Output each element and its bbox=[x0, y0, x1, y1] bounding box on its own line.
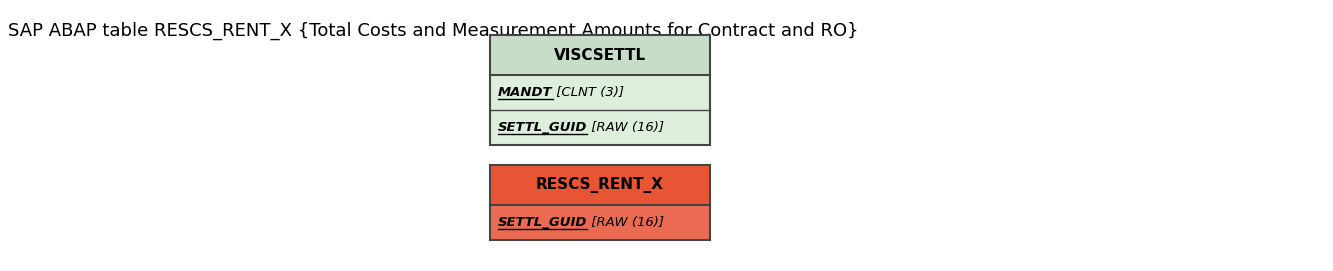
Text: MANDT: MANDT bbox=[499, 86, 552, 99]
Bar bbox=[491, 35, 710, 145]
Bar bbox=[491, 165, 710, 240]
Text: VISCSETTL: VISCSETTL bbox=[555, 47, 647, 63]
Bar bbox=[491, 35, 710, 75]
Bar bbox=[491, 110, 710, 145]
Text: [RAW (16)]: [RAW (16)] bbox=[588, 216, 664, 229]
Text: [RAW (16)]: [RAW (16)] bbox=[588, 121, 664, 134]
Bar bbox=[491, 165, 710, 205]
Text: SETTL_GUID: SETTL_GUID bbox=[499, 216, 588, 229]
Bar bbox=[491, 205, 710, 240]
Text: SETTL_GUID: SETTL_GUID bbox=[499, 121, 588, 134]
Text: SAP ABAP table RESCS_RENT_X {Total Costs and Measurement Amounts for Contract an: SAP ABAP table RESCS_RENT_X {Total Costs… bbox=[8, 22, 858, 40]
Bar bbox=[491, 75, 710, 110]
Text: RESCS_RENT_X: RESCS_RENT_X bbox=[536, 177, 664, 193]
Text: [CLNT (3)]: [CLNT (3)] bbox=[552, 86, 624, 99]
